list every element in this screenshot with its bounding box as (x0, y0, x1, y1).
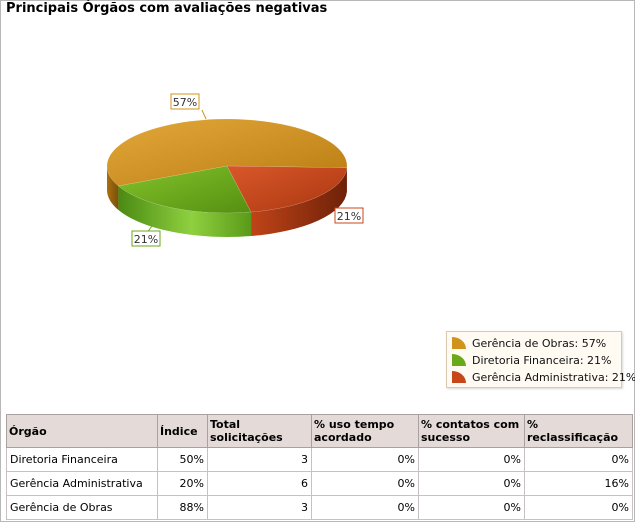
cell-reclassificacao: 16% (524, 471, 633, 496)
legend-swatch-icon (452, 371, 466, 383)
cell-orgao: Diretoria Financeira (6, 447, 158, 472)
cell-contatos-sucesso: 0% (418, 471, 525, 496)
column-header-uso-tempo: % uso tempo acordado (311, 414, 419, 448)
cell-total-solicitacoes: 6 (207, 471, 312, 496)
column-header-orgao: Órgão (6, 414, 158, 448)
pie-slice-side (251, 167, 347, 237)
column-header-reclassificacao: % reclassificação (524, 414, 633, 448)
pie-slice-side (107, 166, 119, 211)
data-label-box (131, 230, 161, 247)
pie-slice (226, 165, 348, 213)
table-header-row: Órgão Índice Total solicitações % uso te… (6, 414, 633, 448)
cell-total-solicitacoes: 3 (207, 495, 312, 520)
cell-uso-tempo: 0% (311, 447, 419, 472)
legend-swatch-icon (452, 337, 466, 349)
legend-item: Diretoria Financeira: 21% (451, 352, 612, 368)
cell-uso-tempo: 0% (311, 471, 419, 496)
legend-item: Gerência de Obras: 57% (451, 335, 606, 351)
legend-label: Diretoria Financeira: 21% (472, 353, 612, 367)
cell-orgao: Gerência de Obras (6, 495, 158, 520)
column-header-contatos-sucesso: % contatos com sucesso (418, 414, 525, 448)
data-label-box (170, 93, 200, 110)
chart-area: 57% 21% 21% (2, 18, 634, 411)
cell-indice: 88% (157, 495, 208, 520)
legend-swatch-icon (452, 354, 466, 366)
cell-contatos-sucesso: 0% (418, 495, 525, 520)
cell-reclassificacao: 0% (524, 447, 633, 472)
cell-indice: 50% (157, 447, 208, 472)
leader-line (201, 109, 207, 120)
cell-indice: 20% (157, 471, 208, 496)
data-label: 21% (134, 233, 158, 246)
pie-slice (106, 118, 348, 187)
cell-orgao: Gerência Administrativa (6, 471, 158, 496)
cell-contatos-sucesso: 0% (418, 447, 525, 472)
cell-uso-tempo: 0% (311, 495, 419, 520)
legend-label: Gerência de Obras: 57% (472, 336, 607, 350)
data-label: 21% (337, 210, 361, 223)
cell-reclassificacao: 0% (524, 495, 633, 520)
data-table: Órgão Índice Total solicitações % uso te… (6, 414, 633, 520)
cell-total-solicitacoes: 3 (207, 447, 312, 472)
chart-title: Principais Órgãos com avaliações negativ… (6, 1, 328, 16)
column-header-total-solicitacoes: Total solicitações (207, 414, 312, 448)
data-label-box (334, 207, 364, 224)
pie-chart: 57% 21% 21% (106, 93, 364, 247)
table-row: Diretoria Financeira 50% 3 0% 0% 0% (6, 447, 633, 472)
column-header-indice: Índice (157, 414, 208, 448)
legend-label: Gerência Administrativa: 21% (472, 370, 635, 384)
pie-slice (117, 165, 252, 214)
table-row: Gerência Administrativa 20% 6 0% 0% 16% (6, 471, 633, 496)
data-label: 57% (173, 96, 197, 109)
chart-legend: Gerência de Obras: 57% Diretoria Finance… (446, 331, 635, 388)
legend-item: Gerência Administrativa: 21% (451, 369, 635, 385)
table-row: Gerência de Obras 88% 3 0% 0% 0% (6, 495, 633, 520)
pie-slice-side (118, 186, 252, 237)
